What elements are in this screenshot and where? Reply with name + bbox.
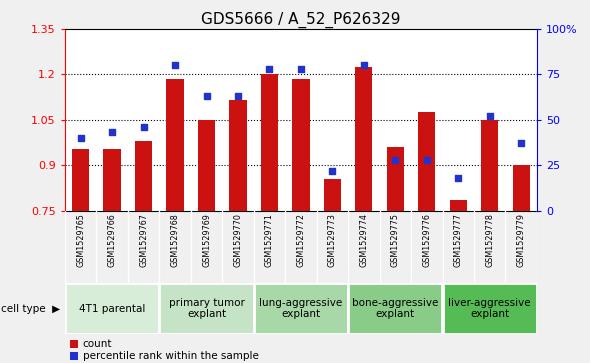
Text: GSM1529776: GSM1529776 — [422, 213, 431, 267]
Bar — [418, 112, 435, 211]
Text: GSM1529773: GSM1529773 — [328, 213, 337, 267]
Bar — [166, 79, 183, 211]
Point — [233, 93, 242, 99]
Text: GSM1529769: GSM1529769 — [202, 213, 211, 267]
Bar — [65, 283, 159, 334]
Point — [359, 62, 369, 68]
Bar — [450, 200, 467, 211]
Bar — [386, 147, 404, 211]
Text: lung-aggressive
explant: lung-aggressive explant — [259, 298, 343, 319]
Legend: count, percentile rank within the sample: count, percentile rank within the sample — [70, 339, 258, 361]
Point — [485, 113, 494, 119]
Bar — [135, 141, 152, 211]
Text: GSM1529778: GSM1529778 — [485, 213, 494, 267]
Bar — [230, 100, 247, 211]
Bar — [261, 74, 278, 211]
Point — [516, 140, 526, 146]
Text: GSM1529772: GSM1529772 — [296, 213, 306, 268]
Point — [327, 168, 337, 174]
Text: GSM1529774: GSM1529774 — [359, 213, 368, 267]
Point — [171, 62, 180, 68]
Point — [76, 135, 86, 141]
Text: cell type  ▶: cell type ▶ — [1, 303, 60, 314]
Text: liver-aggressive
explant: liver-aggressive explant — [448, 298, 531, 319]
Bar — [324, 179, 341, 211]
Bar — [442, 283, 537, 334]
Point — [202, 93, 211, 99]
Bar — [348, 283, 442, 334]
Title: GDS5666 / A_52_P626329: GDS5666 / A_52_P626329 — [201, 12, 401, 28]
Point — [422, 157, 431, 163]
Text: GSM1529768: GSM1529768 — [171, 213, 179, 267]
Text: GSM1529771: GSM1529771 — [265, 213, 274, 267]
Bar — [198, 120, 215, 211]
Text: GSM1529766: GSM1529766 — [107, 213, 117, 267]
Point — [391, 157, 400, 163]
Bar — [481, 120, 499, 211]
Point — [265, 66, 274, 72]
Point — [296, 66, 306, 72]
Bar — [103, 148, 121, 211]
Bar — [513, 165, 530, 211]
Bar — [254, 283, 348, 334]
Point — [454, 175, 463, 181]
Bar — [355, 67, 372, 211]
Text: 4T1 parental: 4T1 parental — [79, 303, 145, 314]
Text: GSM1529777: GSM1529777 — [454, 213, 463, 268]
Text: GSM1529770: GSM1529770 — [234, 213, 242, 267]
Point — [139, 124, 148, 130]
Bar — [292, 79, 310, 211]
Text: GSM1529779: GSM1529779 — [517, 213, 526, 268]
Text: bone-aggressive
explant: bone-aggressive explant — [352, 298, 438, 319]
Bar — [159, 283, 254, 334]
Text: GSM1529767: GSM1529767 — [139, 213, 148, 267]
Text: GSM1529775: GSM1529775 — [391, 213, 400, 268]
Bar — [72, 148, 89, 211]
Text: GSM1529765: GSM1529765 — [76, 213, 85, 267]
Point — [107, 130, 117, 135]
Text: primary tumor
explant: primary tumor explant — [169, 298, 244, 319]
